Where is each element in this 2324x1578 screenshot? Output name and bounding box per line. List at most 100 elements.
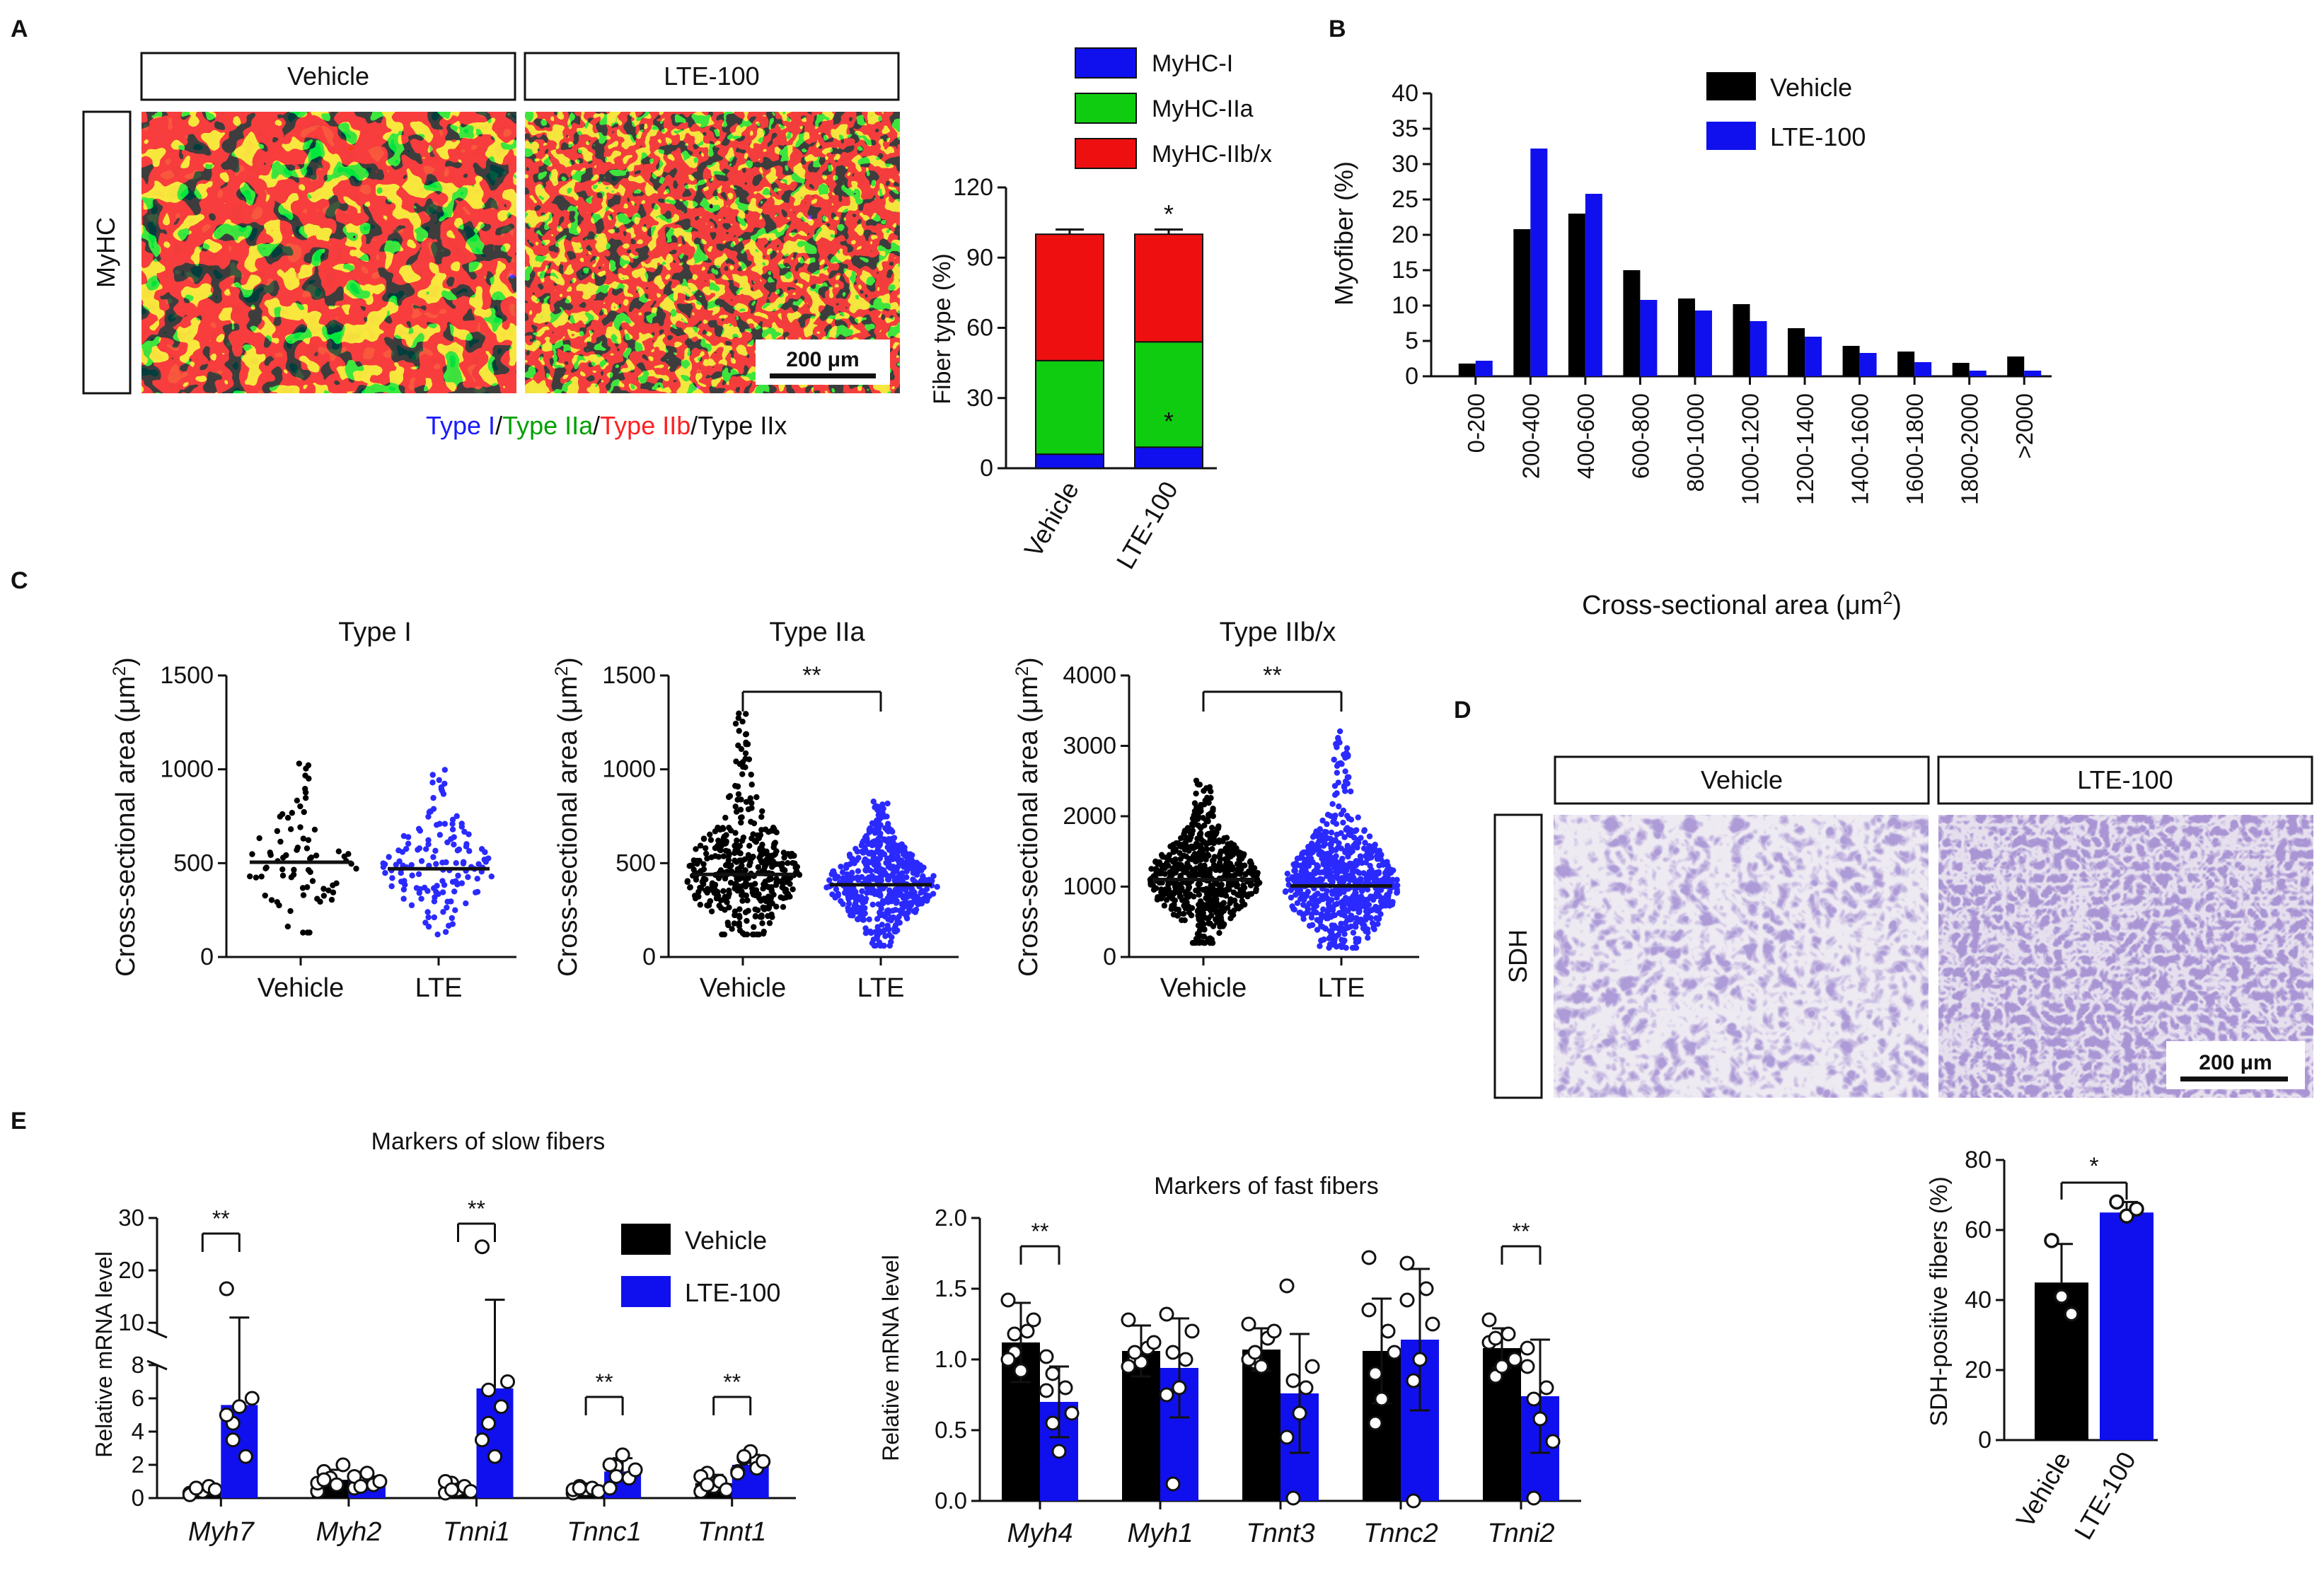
fast-data-point: [1501, 1326, 1516, 1342]
type-iia-data-point: [826, 877, 833, 883]
type-iibx-data-point: [1321, 936, 1327, 943]
type-i-data-point: [262, 892, 268, 899]
type-i-data-point: [296, 760, 303, 767]
type-iibx-data-point: [1342, 849, 1348, 856]
type-iibx-data-point: [1329, 941, 1336, 948]
type-iia-data-point: [726, 824, 732, 831]
type-iibx-data-point: [1347, 876, 1354, 882]
type-i-data-point: [425, 923, 432, 930]
histogram-bar-lte: [1805, 337, 1822, 376]
slow-data-point: [608, 1468, 624, 1484]
type-iibx-data-point: [1375, 921, 1381, 927]
fast-data-point: [1292, 1405, 1307, 1421]
type-iibx-data-point: [1169, 895, 1176, 902]
type-iibx-data-point: [1356, 870, 1363, 876]
type-iia-data-point: [866, 875, 873, 882]
type-iibx-data-point: [1239, 855, 1245, 862]
type-iia-data-point: [734, 876, 740, 882]
type-iia-data-point: [691, 893, 698, 899]
type-iibx-data-point: [1357, 853, 1364, 859]
type-iibx-data-point: [1209, 846, 1215, 852]
fast-data-point: [1520, 1340, 1535, 1356]
fiber-type-y-tick-label: 60: [966, 315, 993, 342]
fiber-type-legend-swatch: [1075, 138, 1137, 169]
type-iibx-y-tick-label: 3000: [1063, 733, 1116, 760]
type-iia-data-point: [894, 867, 900, 874]
type-i-data-point: [451, 841, 457, 848]
slow-data-point: [494, 1399, 509, 1415]
type-i-data-point: [432, 847, 439, 854]
fast-y-tick-label: 1.0: [935, 1346, 967, 1372]
fast-ylabel: Relative mRNA level: [878, 1255, 903, 1461]
type-iibx-data-point: [1343, 944, 1349, 951]
type-i-data-point: [430, 854, 437, 860]
type-i-data-point: [408, 902, 415, 909]
type-iia-data-point: [884, 800, 891, 807]
histogram-bar-vehicle: [1568, 214, 1585, 376]
fast-data-point: [1387, 1345, 1402, 1360]
type-iibx-data-point: [1288, 894, 1295, 901]
type-iibx-data-point: [1181, 852, 1187, 859]
type-iibx-data-point: [1189, 828, 1196, 834]
type-iibx-data-point: [1225, 905, 1231, 911]
type-i-data-point: [395, 847, 402, 854]
fast-data-point: [1051, 1444, 1067, 1459]
type-i-data-point: [274, 828, 281, 835]
slow-data-point: [225, 1432, 241, 1448]
type-iia-data-point: [832, 894, 838, 901]
fast-gene-label: Myh1: [1128, 1519, 1193, 1548]
type-i-data-point: [330, 882, 336, 888]
type-iibx-data-point: [1358, 876, 1364, 882]
type-iia-data-point: [886, 892, 893, 899]
type-iia-data-point: [855, 854, 862, 861]
type-i-data-point: [461, 828, 468, 835]
scale-bar-d: [2180, 1077, 2288, 1081]
type-iibx-data-point: [1155, 861, 1161, 867]
slow-ylabel: Relative mRNA level: [91, 1251, 117, 1458]
type-iibx-data-point: [1365, 896, 1371, 903]
fast-data-point: [1526, 1391, 1542, 1407]
type-iia-data-point: [858, 915, 865, 922]
type-iia-data-point: [768, 895, 774, 903]
type-iia-data-point: [858, 874, 865, 881]
type-iia-data-point: [907, 851, 913, 857]
type-iia-data-point: [915, 900, 922, 906]
type-iibx-data-point: [1305, 888, 1311, 895]
type-iia-data-point: [748, 800, 755, 806]
type-i-data-point: [449, 915, 455, 922]
fast-data-point: [1045, 1366, 1060, 1381]
sdh-y-tick-label: 20: [1965, 1357, 1991, 1383]
sdh-sig-label: *: [2089, 1153, 2098, 1180]
type-iia-ylabel-part: Cross-sectional area (μm: [553, 676, 583, 977]
fast-data-point: [1121, 1359, 1136, 1374]
type-i-data-point: [400, 895, 407, 902]
type-iia-category-label: Vehicle: [700, 973, 787, 1003]
type-iia-data-point: [742, 755, 748, 762]
type-iibx-category-label: Vehicle: [1160, 973, 1247, 1003]
type-i-data-point: [287, 826, 294, 832]
type-iia-data-point: [693, 846, 699, 852]
type-iia-data-point: [707, 898, 713, 905]
type-i-data-point: [418, 895, 424, 902]
type-i-data-point: [284, 923, 291, 930]
type-iia-data-point: [712, 828, 719, 835]
type-iibx-data-point: [1284, 870, 1291, 877]
type-iia-data-point: [736, 914, 743, 921]
type-iibx-data-point: [1294, 900, 1301, 906]
type-iibx-data-point: [1353, 936, 1359, 942]
type-iia-data-point: [761, 928, 767, 935]
histogram-bar-vehicle: [1458, 364, 1476, 376]
type-iia-data-point: [740, 764, 746, 770]
type-iia-data-point: [872, 875, 879, 881]
type-i-data-point: [425, 837, 432, 844]
type-i-data-point: [441, 820, 449, 827]
type-i-data-point: [335, 848, 342, 854]
type-iia-data-point: [842, 875, 849, 882]
type-i-data-point: [422, 919, 429, 926]
type-iia-data-point: [723, 838, 729, 845]
type-iia-data-point: [723, 832, 729, 838]
type-iibx-data-point: [1189, 905, 1196, 911]
slow-data-point: [628, 1462, 643, 1478]
type-iia-data-point: [743, 731, 750, 738]
type-i-data-point: [388, 883, 395, 890]
